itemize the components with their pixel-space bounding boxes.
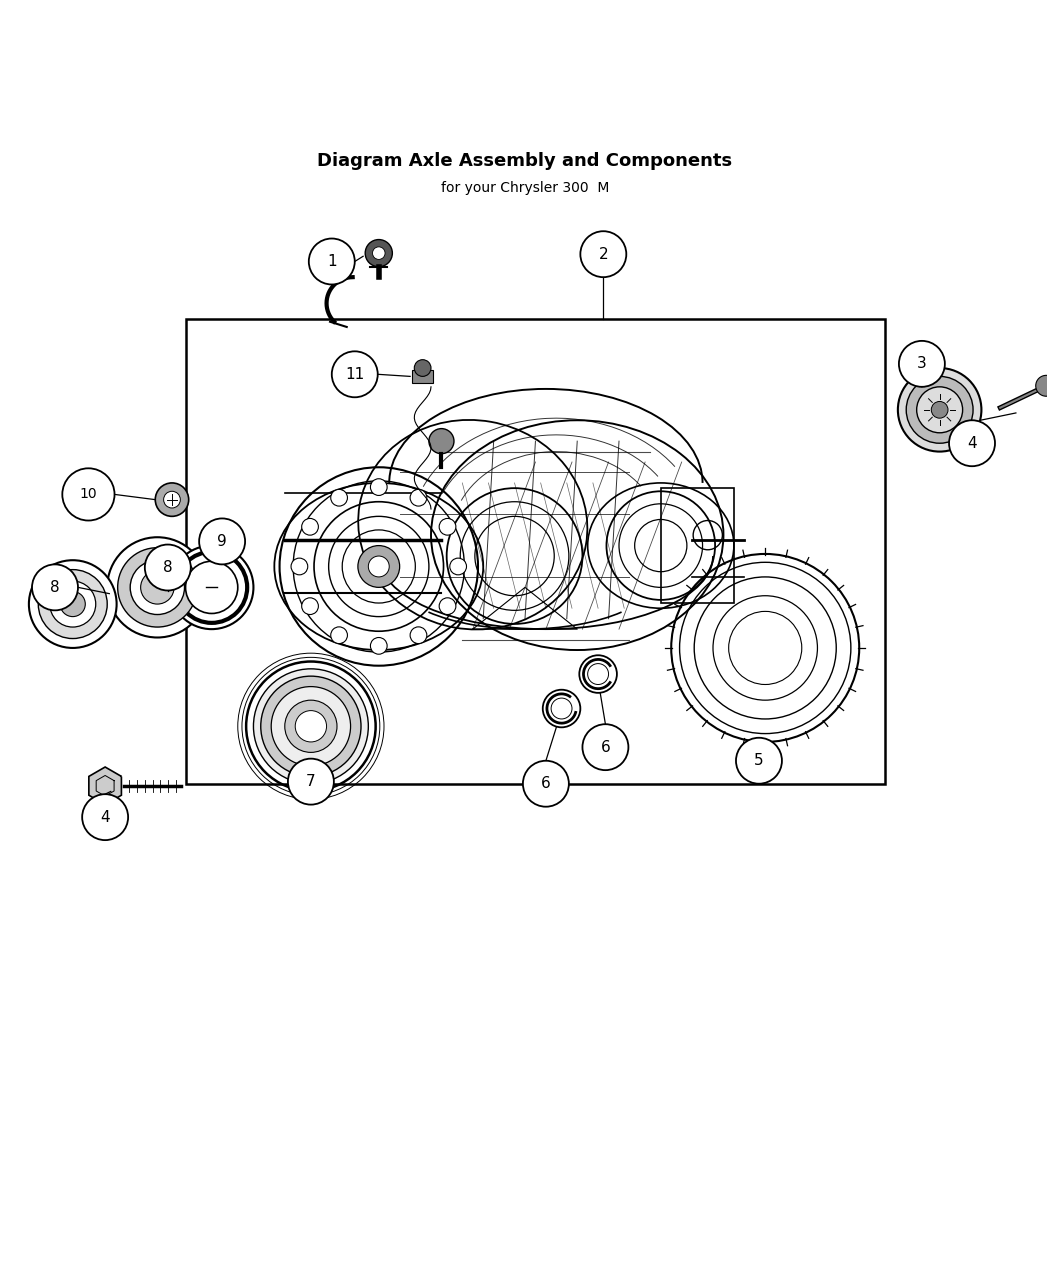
Circle shape xyxy=(62,468,114,520)
Circle shape xyxy=(917,386,963,432)
Circle shape xyxy=(371,478,387,496)
Circle shape xyxy=(301,598,318,615)
Text: 6: 6 xyxy=(541,776,551,792)
Circle shape xyxy=(164,491,181,507)
Circle shape xyxy=(523,761,569,807)
Circle shape xyxy=(551,699,572,719)
Circle shape xyxy=(931,402,948,418)
Circle shape xyxy=(906,376,973,444)
Circle shape xyxy=(107,537,208,638)
Circle shape xyxy=(449,558,466,575)
Circle shape xyxy=(271,687,351,766)
Circle shape xyxy=(301,519,318,536)
Circle shape xyxy=(309,238,355,284)
Circle shape xyxy=(371,638,387,654)
Circle shape xyxy=(415,360,430,376)
Circle shape xyxy=(949,421,995,467)
Circle shape xyxy=(260,676,361,776)
Circle shape xyxy=(288,759,334,805)
Text: 1: 1 xyxy=(327,254,337,269)
Circle shape xyxy=(331,490,348,506)
Circle shape xyxy=(38,570,107,639)
Circle shape xyxy=(439,598,456,615)
Circle shape xyxy=(581,231,626,277)
Bar xyxy=(413,370,433,382)
Text: 2: 2 xyxy=(598,246,608,261)
Circle shape xyxy=(358,546,400,588)
Text: 8: 8 xyxy=(163,560,172,575)
Text: 8: 8 xyxy=(50,580,60,595)
Circle shape xyxy=(365,240,393,266)
Circle shape xyxy=(170,546,253,629)
Circle shape xyxy=(82,794,128,840)
Circle shape xyxy=(145,544,191,590)
Circle shape xyxy=(411,490,426,506)
Circle shape xyxy=(49,581,96,627)
Text: Diagram Axle Assembly and Components: Diagram Axle Assembly and Components xyxy=(317,152,733,170)
Circle shape xyxy=(130,560,185,615)
Circle shape xyxy=(60,592,85,617)
Polygon shape xyxy=(89,768,122,805)
Circle shape xyxy=(141,571,174,604)
Circle shape xyxy=(29,560,117,648)
Circle shape xyxy=(200,519,245,565)
Text: 9: 9 xyxy=(217,534,227,550)
Circle shape xyxy=(588,663,609,685)
Circle shape xyxy=(332,352,378,398)
Circle shape xyxy=(411,627,426,644)
Text: 6: 6 xyxy=(601,740,610,755)
Bar xyxy=(660,488,734,603)
Text: 5: 5 xyxy=(754,754,763,769)
Circle shape xyxy=(295,710,327,742)
Circle shape xyxy=(32,565,78,611)
Text: for your Chrysler 300  M: for your Chrysler 300 M xyxy=(441,181,609,195)
Circle shape xyxy=(736,738,782,784)
Text: 10: 10 xyxy=(80,487,98,501)
Circle shape xyxy=(583,724,628,770)
Circle shape xyxy=(898,368,982,451)
Circle shape xyxy=(291,558,308,575)
Circle shape xyxy=(439,519,456,536)
Circle shape xyxy=(369,556,390,576)
Circle shape xyxy=(118,548,197,627)
Text: 4: 4 xyxy=(101,810,110,825)
Circle shape xyxy=(285,700,337,752)
Text: 4: 4 xyxy=(967,436,977,451)
Circle shape xyxy=(253,669,369,784)
Circle shape xyxy=(155,483,189,516)
Text: 3: 3 xyxy=(917,356,927,371)
Bar xyxy=(186,319,885,784)
Text: 7: 7 xyxy=(307,774,316,789)
Circle shape xyxy=(899,340,945,386)
Circle shape xyxy=(1035,375,1050,397)
Circle shape xyxy=(331,627,348,644)
Circle shape xyxy=(373,247,385,259)
Circle shape xyxy=(428,428,454,454)
Circle shape xyxy=(186,561,237,613)
Text: 11: 11 xyxy=(345,367,364,381)
